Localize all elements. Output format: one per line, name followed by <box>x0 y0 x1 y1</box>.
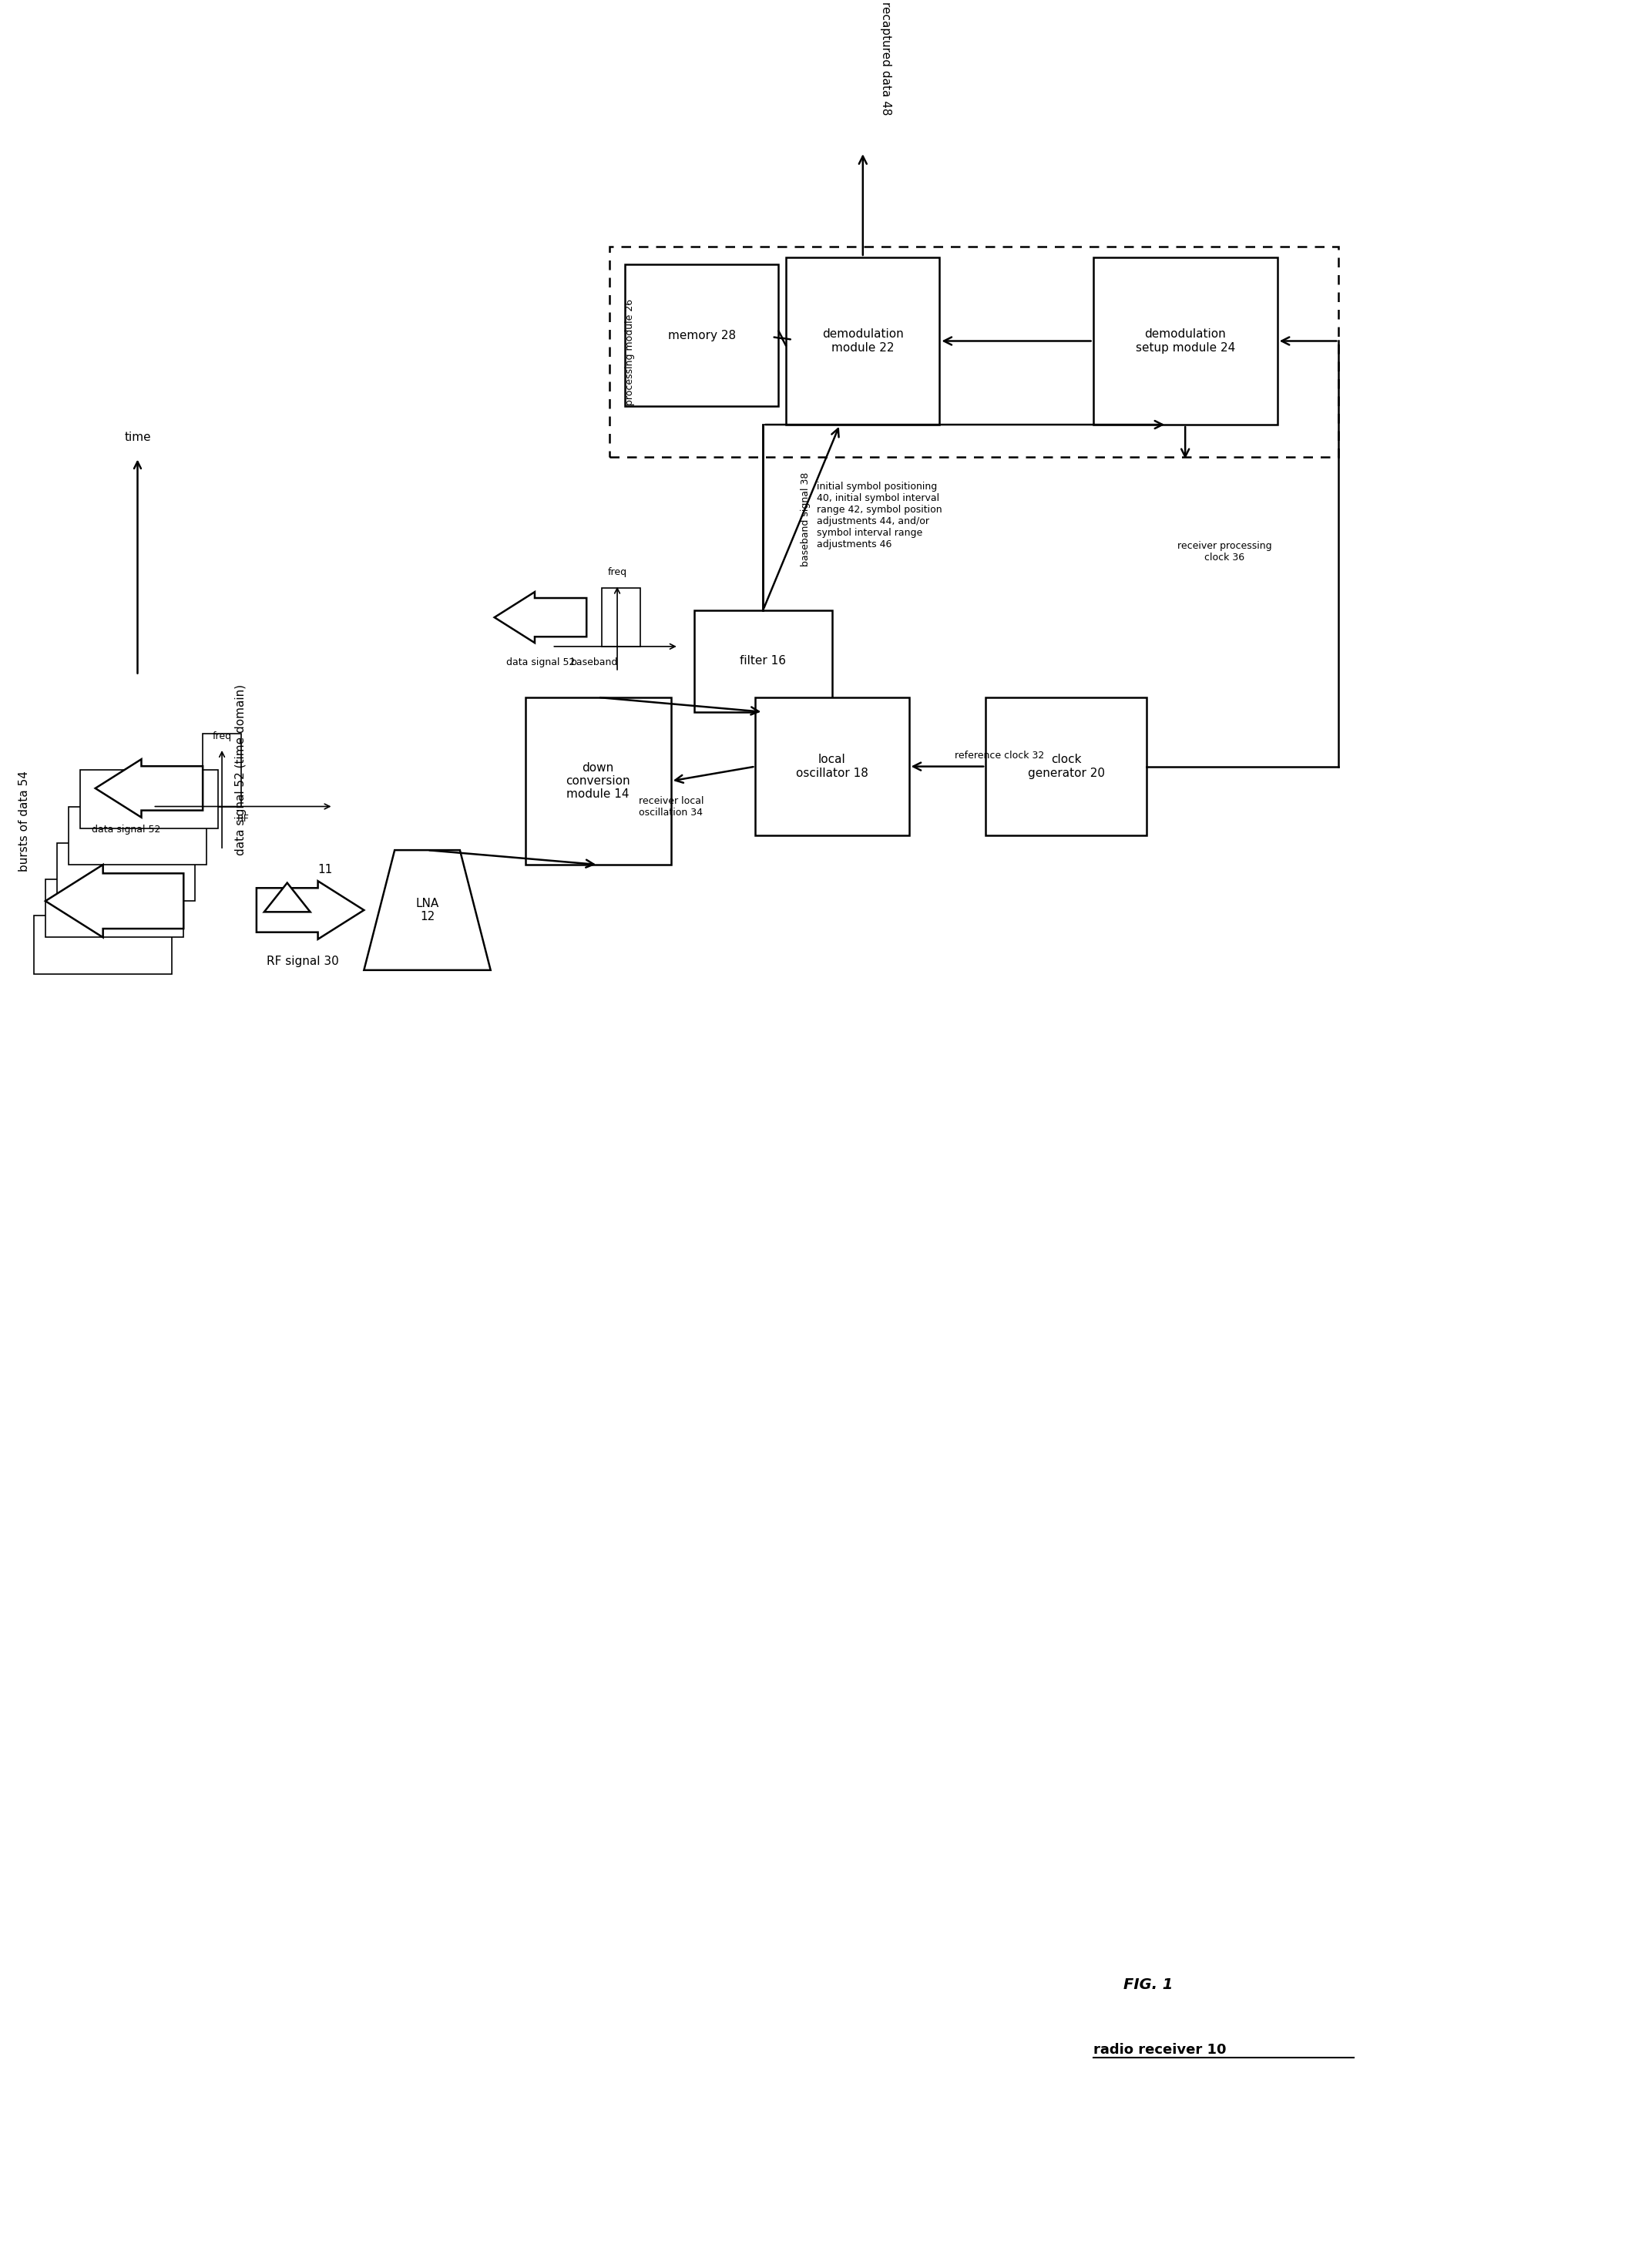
Text: filter 16: filter 16 <box>740 654 786 668</box>
Bar <box>1094 258 1277 424</box>
Text: recaptured data 48: recaptured data 48 <box>881 2 892 117</box>
Polygon shape <box>264 883 311 912</box>
Bar <box>56 843 195 901</box>
Bar <box>786 258 940 424</box>
Text: processing module 26: processing module 26 <box>624 298 634 406</box>
Text: FIG. 1: FIG. 1 <box>1123 1977 1173 1992</box>
Text: baseband signal 38: baseband signal 38 <box>800 473 809 567</box>
Text: data signal 52 (time domain): data signal 52 (time domain) <box>235 684 246 856</box>
Text: freq: freq <box>608 567 626 578</box>
Text: local
oscillator 18: local oscillator 18 <box>796 753 869 780</box>
Bar <box>755 697 909 836</box>
Text: LNA
12: LNA 12 <box>416 899 439 923</box>
Polygon shape <box>96 760 203 818</box>
Text: demodulation
setup module 24: demodulation setup module 24 <box>1135 329 1236 354</box>
Bar <box>35 917 172 975</box>
Text: memory 28: memory 28 <box>667 329 735 341</box>
Text: demodulation
module 22: demodulation module 22 <box>823 329 904 354</box>
Text: data signal 52: data signal 52 <box>91 825 160 834</box>
Polygon shape <box>363 849 491 970</box>
Text: bursts of data 54: bursts of data 54 <box>18 771 30 872</box>
Bar <box>79 771 218 829</box>
Bar <box>694 610 833 713</box>
Bar <box>45 878 183 937</box>
Text: time: time <box>124 430 150 444</box>
Text: radio receiver 10: radio receiver 10 <box>1094 2044 1226 2057</box>
Bar <box>624 264 778 406</box>
Text: initial symbol positioning
40, initial symbol interval
range 42, symbol position: initial symbol positioning 40, initial s… <box>816 482 942 549</box>
Text: receiver local
oscillation 34: receiver local oscillation 34 <box>638 796 704 818</box>
Text: receiver processing
clock 36: receiver processing clock 36 <box>1178 540 1272 562</box>
Text: RF signal 30: RF signal 30 <box>266 955 339 968</box>
Text: reference clock 32: reference clock 32 <box>955 751 1044 760</box>
Polygon shape <box>45 865 183 937</box>
Text: data signal 52: data signal 52 <box>506 657 575 668</box>
Bar <box>610 247 1338 457</box>
Bar <box>525 697 671 865</box>
Text: RF: RF <box>238 813 249 825</box>
Bar <box>68 807 206 865</box>
Polygon shape <box>256 881 363 939</box>
Text: baseband: baseband <box>570 657 618 668</box>
Text: clock
generator 20: clock generator 20 <box>1028 753 1105 780</box>
Polygon shape <box>494 592 586 643</box>
Bar <box>601 589 641 645</box>
Text: down
conversion
module 14: down conversion module 14 <box>567 762 631 800</box>
Text: 11: 11 <box>317 865 332 876</box>
Text: freq: freq <box>211 731 231 742</box>
Bar <box>203 733 241 807</box>
Bar <box>986 697 1146 836</box>
